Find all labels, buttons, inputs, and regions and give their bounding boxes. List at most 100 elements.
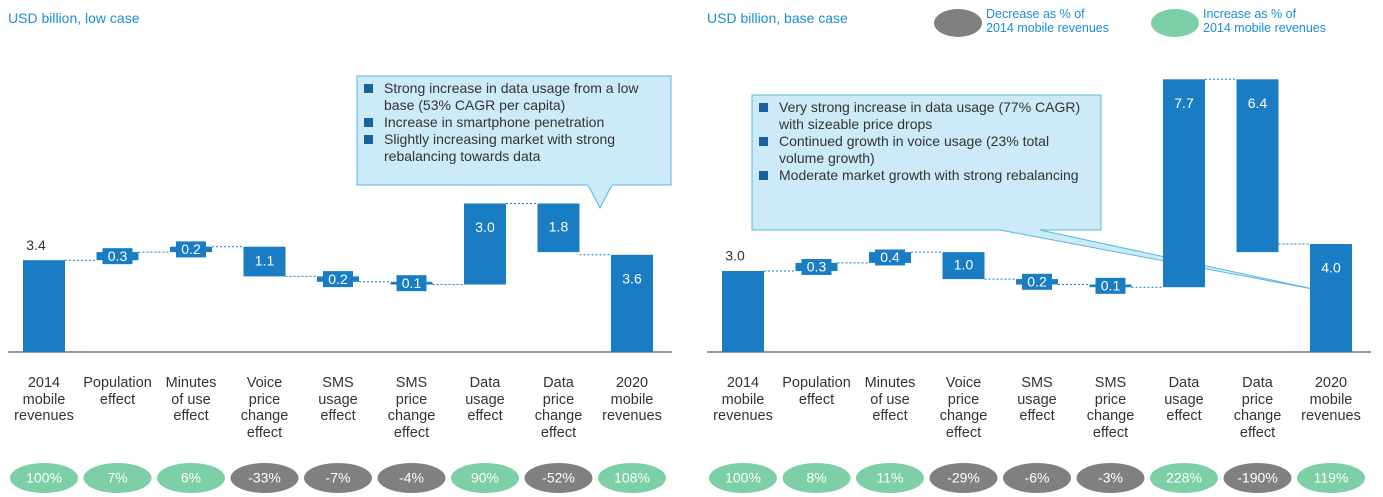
share-label: -7% (326, 470, 351, 486)
share-bubble (83, 463, 152, 493)
share-label: 228% (1166, 470, 1202, 486)
value-label: 4.0 (1321, 260, 1341, 276)
callout-bullet: Slightly increasing market with strong r… (362, 131, 667, 165)
x-tick-label: Voice price change effect (939, 375, 988, 441)
label-box (1095, 277, 1126, 294)
value-label: 7.7 (1174, 95, 1194, 111)
x-tick-label: SMS price change effect (1086, 375, 1135, 441)
share-label: 8% (806, 470, 826, 486)
x-tick-label: Data usage effect (465, 375, 505, 424)
callout-bullet: Strong increase in data usage from a low… (362, 80, 667, 114)
x-tick-label: 2014 mobile revenues (14, 375, 74, 424)
value-label: 1.1 (255, 252, 275, 268)
bar (1236, 79, 1279, 253)
x-tick-label: SMS usage effect (1017, 375, 1057, 424)
bar (722, 271, 764, 352)
value-label: 6.4 (1248, 95, 1268, 111)
share-label: 7% (107, 470, 127, 486)
callout-bullet: Very strong increase in data usage (77% … (757, 99, 1097, 133)
value-label: 0.3 (807, 259, 827, 275)
value-label: 0.2 (1027, 274, 1047, 290)
callout-text: Strong increase in data usage from a low… (362, 80, 667, 165)
x-tick-label: SMS usage effect (318, 375, 358, 424)
share-label: 11% (877, 470, 904, 486)
share-label: -190% (1237, 470, 1277, 486)
bar (1310, 244, 1352, 352)
subtitle: USD billion, low case (8, 10, 140, 26)
x-tick-label: Data usage effect (1164, 375, 1204, 424)
bar (464, 203, 506, 285)
value-label: 0.4 (880, 249, 900, 265)
callout-bullet: Continued growth in voice usage (23% tot… (757, 133, 1097, 167)
x-tick-label: 2020 mobile revenues (1301, 375, 1361, 424)
x-tick-label: 2020 mobile revenues (602, 375, 662, 424)
label-box (176, 241, 206, 258)
x-tick-label: Data price change effect (534, 375, 583, 441)
legend-label: Increase as % of 2014 mobile revenues (1203, 7, 1326, 35)
legend-label: Decrease as % of 2014 mobile revenues (986, 7, 1109, 35)
share-bubble (524, 463, 593, 493)
share-label: -6% (1025, 470, 1050, 486)
share-bubble (929, 463, 998, 493)
label-box (801, 258, 832, 275)
share-label: -3% (1098, 470, 1123, 486)
share-bubble (10, 463, 78, 493)
label-box (875, 249, 905, 266)
x-tick-label: Population effect (83, 375, 152, 408)
share-label: 119% (1314, 470, 1349, 486)
callout-text: Very strong increase in data usage (77% … (757, 99, 1097, 184)
x-tick-label: Population effect (782, 375, 851, 408)
share-label: 100% (26, 470, 62, 486)
bar (1163, 79, 1205, 288)
share-bubble (1297, 463, 1365, 493)
value-label: 3.0 (475, 219, 495, 235)
share-bubble (856, 463, 924, 493)
callout-box (356, 75, 672, 210)
x-tick-label: Voice price change effect (240, 375, 289, 441)
share-bubble (709, 463, 777, 493)
value-label: 3.0 (725, 248, 745, 264)
share-bubble (304, 463, 372, 493)
share-label: -52% (542, 470, 575, 486)
value-label: 0.3 (108, 248, 128, 264)
bar (23, 260, 65, 352)
share-label: 100% (725, 470, 761, 486)
share-bubble (1150, 463, 1218, 493)
bar (537, 203, 580, 253)
value-label: 0.1 (402, 275, 422, 291)
value-label: 3.6 (622, 271, 642, 287)
value-label: 1.8 (549, 219, 569, 235)
share-label: 90% (471, 470, 499, 486)
share-bubble (782, 463, 851, 493)
value-label: 0.1 (1101, 278, 1121, 294)
share-label: -4% (399, 470, 424, 486)
share-label: -33% (248, 470, 281, 486)
x-tick-label: 2014 mobile revenues (713, 375, 773, 424)
value-label: 3.4 (26, 237, 46, 253)
bar (243, 246, 286, 277)
bar (942, 252, 985, 280)
share-bubble (157, 463, 225, 493)
share-bubble (1223, 463, 1292, 493)
x-tick-label: Minutes of use effect (864, 375, 916, 424)
share-bubble (230, 463, 299, 493)
legend-swatch (1151, 9, 1199, 37)
share-bubble (598, 463, 666, 493)
label-box (102, 248, 133, 265)
share-label: 108% (614, 470, 650, 486)
x-tick-label: Data price change effect (1233, 375, 1282, 441)
share-bubble (451, 463, 519, 493)
x-tick-label: SMS price change effect (387, 375, 436, 441)
callout-bullet: Increase in smartphone penetration (362, 114, 667, 131)
share-label: -29% (947, 470, 980, 486)
legend-swatch (934, 9, 982, 37)
share-bubble (377, 463, 446, 493)
label-box (1022, 273, 1052, 290)
share-label: 6% (181, 470, 201, 486)
x-tick-label: Minutes of use effect (165, 375, 217, 424)
label-box (396, 275, 427, 292)
value-label: 0.2 (181, 241, 201, 257)
label-box (323, 271, 353, 288)
